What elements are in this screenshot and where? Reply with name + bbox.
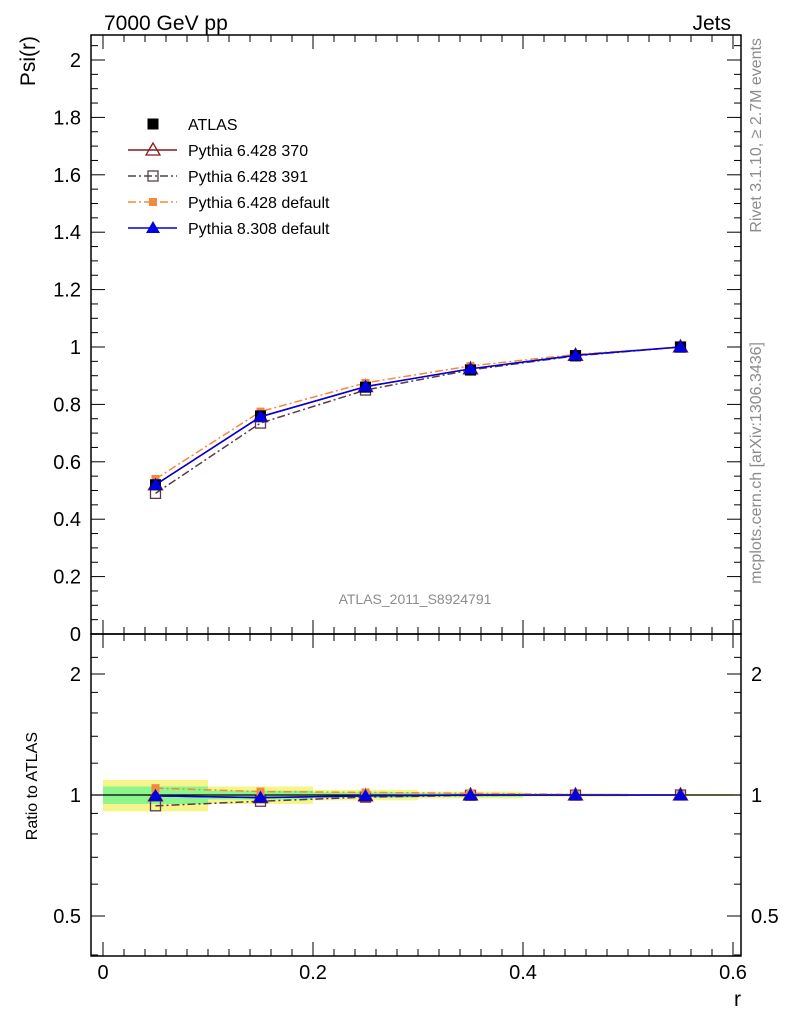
legend-marker-p370 <box>144 141 162 156</box>
ratio-y-axis-title: Ratio to ATLAS <box>24 732 41 840</box>
legend-entry-p370: Pythia 6.428 370 <box>128 141 308 160</box>
legend: ATLAS Pythia 6.428 370 Pythia 6.428 391 Pyt… <box>128 117 330 238</box>
header-process-label: Jets <box>692 12 731 35</box>
main-ytick-label: 0.8 <box>53 394 81 416</box>
analysis-watermark: ATLAS_2011_S8924791 <box>339 591 492 607</box>
legend-marker-p391 <box>147 170 159 182</box>
main-point-p8def-4 <box>568 348 583 361</box>
legend-label-p6def: Pythia 6.428 default <box>188 195 330 212</box>
main-point-p8def-1 <box>253 409 268 422</box>
legend-entry-atlas: ATLAS <box>147 117 238 134</box>
main-ytick-label: 1.6 <box>53 165 81 187</box>
legend-entry-p6def: Pythia 6.428 default <box>128 195 330 212</box>
ratio-point-p8def-5 <box>673 788 688 800</box>
main-line-p391 <box>155 346 681 494</box>
main-ytick-label: 0.6 <box>53 452 81 474</box>
legend-label-p370: Pythia 6.428 370 <box>188 143 308 160</box>
ratio-ytick-label-right: 0.5 <box>751 906 779 928</box>
ratio-line-p8def <box>155 794 681 799</box>
main-point-p8def-2 <box>358 379 373 392</box>
ratio-xtick-label: 0.4 <box>509 962 537 984</box>
legend-entry-p391: Pythia 6.428 391 <box>128 169 308 186</box>
legend-entry-p8def: Pythia 8.308 default <box>128 221 330 238</box>
legend-label-atlas: ATLAS <box>188 117 238 134</box>
ratio-point-p8def-0 <box>148 788 163 801</box>
main-ytick-label: 1 <box>70 337 81 359</box>
main-ytick-label-zero: 0 <box>70 624 81 646</box>
main-ytick-label: 1.4 <box>53 222 81 244</box>
main-ytick-label: 1.2 <box>53 280 81 302</box>
ratio-ytick-label-right: 2 <box>751 664 762 686</box>
ratio-ytick-label: 0.5 <box>53 906 81 928</box>
legend-marker-p6def <box>149 198 157 206</box>
main-line-p6def <box>155 346 681 480</box>
rivet-label: Rivet 3.1.10, ≥ 2.7M events <box>748 38 765 233</box>
main-line-p8def <box>155 346 681 486</box>
legend-marker-atlas <box>147 118 159 130</box>
main-y-axis-title: Psi(r) <box>17 36 40 86</box>
ratio-xtick-label: 0.2 <box>299 962 327 984</box>
ratio-point-p6def-0 <box>151 784 160 793</box>
main-ytick-label: 1.8 <box>53 107 81 129</box>
ratio-ytick-label: 2 <box>70 664 81 686</box>
main-point-p8def-5 <box>673 340 688 352</box>
main-ytick-label: 0.4 <box>53 509 81 531</box>
main-series-lines <box>147 338 689 500</box>
ratio-point-p8def-2 <box>358 788 373 801</box>
ratio-point-p8def-3 <box>463 788 478 800</box>
main-point-p8def-0 <box>148 477 163 490</box>
main-point-p8def-3 <box>463 361 478 374</box>
ratio-xtick-label: 0.6 <box>719 962 747 984</box>
legend-marker-p8def <box>146 221 160 233</box>
ratio-series-lines <box>147 784 689 812</box>
axis-ticks: 0.2 0.4 0.6 0.8 1 1.2 1.4 1.6 1.8 2 0 0 0.2 0.4 0.6 0.5… <box>53 35 779 984</box>
x-axis-title: r <box>734 988 741 1011</box>
mcplots-label: mcplots.cern.ch [arXiv:1306.3436] <box>748 342 765 584</box>
legend-label-p8def: Pythia 8.308 default <box>188 221 330 238</box>
ratio-xtick-label: 0 <box>97 962 108 984</box>
ratio-ytick-label: 1 <box>70 785 81 807</box>
ratio-point-p8def-4 <box>568 788 583 800</box>
legend-label-p391: Pythia 6.428 391 <box>188 169 308 186</box>
main-ytick-label: 2 <box>70 50 81 72</box>
main-line-p370 <box>155 346 681 486</box>
main-ytick-label: 0.2 <box>53 567 81 589</box>
ratio-ytick-label-right: 1 <box>751 785 762 807</box>
ratio-point-p8def-1 <box>253 790 268 803</box>
header-collision-label: 7000 GeV pp <box>104 12 228 35</box>
